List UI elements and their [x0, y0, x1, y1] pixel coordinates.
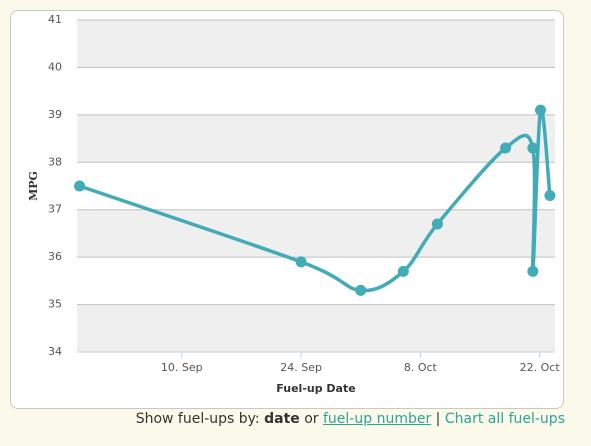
y-tick-label: 39: [48, 108, 62, 121]
data-point: [527, 265, 539, 277]
footer: Show fuel-ups by: date or fuel-up number…: [136, 411, 565, 427]
data-point: [500, 142, 512, 154]
plot-band: [77, 114, 555, 163]
separator: |: [435, 411, 441, 427]
x-tick-label: 8. Oct: [404, 361, 438, 374]
plot-band: [77, 304, 555, 352]
y-tick-label: 41: [48, 13, 62, 26]
y-tick-label: 35: [48, 298, 62, 311]
x-axis-label: Fuel-up Date: [276, 382, 355, 395]
y-tick-label: 36: [48, 250, 62, 263]
footer-or: or: [304, 411, 319, 427]
y-axis-label: MPG: [27, 171, 40, 201]
x-tick-label: 22. Oct: [520, 361, 561, 374]
data-point: [295, 256, 307, 268]
data-point: [355, 284, 367, 296]
data-point: [535, 104, 547, 116]
plot-band: [77, 20, 555, 68]
y-tick-label: 40: [48, 60, 62, 73]
x-tick-label: 10. Sep: [161, 361, 203, 374]
plot-band: [77, 209, 555, 258]
y-tick-label: 37: [48, 203, 62, 216]
current-mode: date: [264, 411, 300, 427]
x-tick-label: 24. Sep: [280, 361, 322, 374]
data-point: [527, 142, 539, 154]
data-point: [544, 189, 556, 201]
footer-prefix: Show fuel-ups by:: [135, 411, 260, 427]
data-point: [397, 265, 409, 277]
data-point: [74, 180, 86, 192]
y-tick-label: 38: [48, 155, 62, 168]
y-tick-label: 34: [48, 345, 62, 358]
chart-all-link[interactable]: Chart all fuel-ups: [444, 411, 565, 427]
data-point: [431, 218, 443, 230]
fuel-up-number-link[interactable]: fuel-up number: [323, 411, 432, 427]
